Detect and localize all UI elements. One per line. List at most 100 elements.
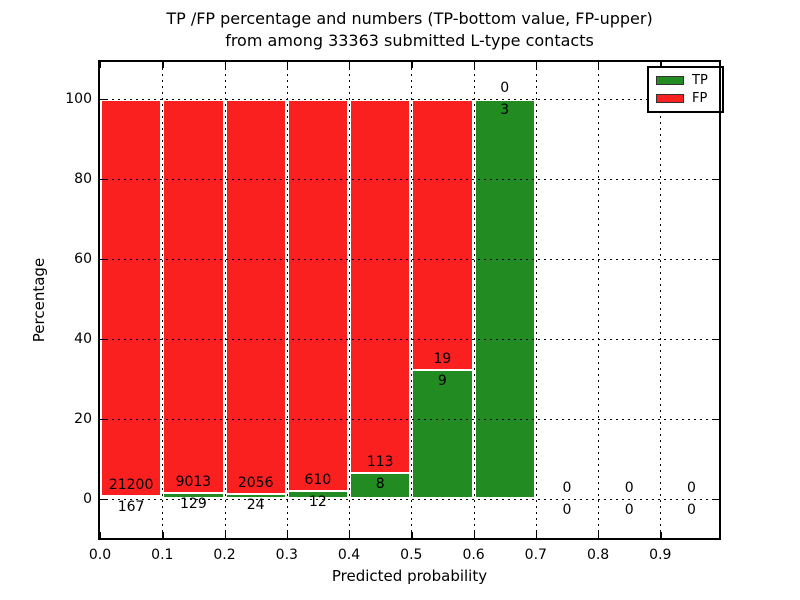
x-tick-label: 0.8 <box>586 547 610 563</box>
fp-count-label: 0 <box>687 480 696 496</box>
grid-line-horizontal <box>100 419 719 420</box>
x-tick-mark <box>224 62 226 68</box>
x-tick-label: 0.7 <box>524 547 547 563</box>
bar-segment-tp <box>162 493 225 499</box>
grid-line-vertical <box>224 62 226 538</box>
bar-segment-fp <box>162 99 225 494</box>
x-tick-label: 0.5 <box>400 547 423 563</box>
bar-edge <box>224 99 287 499</box>
x-tick-mark <box>286 62 289 68</box>
y-tick-mark <box>100 419 106 421</box>
bar-segment-tp <box>473 99 536 499</box>
y-tick-label: 0 <box>83 491 92 507</box>
bar-segment-fp <box>224 99 287 495</box>
grid-line-vertical <box>162 62 164 538</box>
fp-count-label: 113 <box>366 453 394 470</box>
y-tick-mark <box>100 339 106 341</box>
x-tick-mark <box>598 62 600 68</box>
x-tick-mark <box>598 532 600 538</box>
tp-count-label: 129 <box>180 496 207 513</box>
x-tick-mark <box>660 532 662 538</box>
bar-edge <box>349 99 412 499</box>
chart-title: TP /FP percentage and numbers (TP-bottom… <box>100 8 719 52</box>
bar-segment-divider <box>349 471 412 474</box>
grid-line-vertical <box>286 62 288 538</box>
legend-item: FP <box>656 92 722 105</box>
bar-segment-divider <box>286 490 350 493</box>
x-tick-label: 0.2 <box>213 547 236 563</box>
bar-segment-fp <box>100 99 163 496</box>
bar-segment-tp <box>349 472 412 499</box>
grid-line-horizontal <box>100 179 719 180</box>
bar-segment-fp <box>286 99 350 492</box>
x-axis-label: Predicted probability <box>331 567 488 585</box>
legend-item-label: FP <box>692 91 708 106</box>
y-tick-mark <box>100 499 106 501</box>
tp-count-label: 3 <box>500 102 510 118</box>
x-tick-mark <box>411 532 413 538</box>
fp-count-label: 610 <box>304 472 332 489</box>
tp-count-label: 0 <box>687 502 696 518</box>
x-tick-mark <box>286 532 289 538</box>
x-tick-mark <box>660 62 662 68</box>
legend-item: TP <box>656 74 722 87</box>
grid-line-vertical <box>473 62 475 538</box>
tp-count-label: 0 <box>624 502 634 518</box>
y-tick-label: 60 <box>74 251 92 267</box>
plot-area: TP FP 21200 167 9013 129 2056 24 610 12 113 8 19 9 0 3… <box>98 60 724 540</box>
tp-count-label: 0 <box>562 502 572 518</box>
tp-count-label: 12 <box>308 494 327 511</box>
fp-count-label: 2056 <box>237 475 274 492</box>
x-tick-mark <box>473 62 475 68</box>
y-axis-label: Percentage <box>30 257 48 343</box>
grid-line-horizontal <box>100 259 719 260</box>
y-tick-mark <box>713 419 719 421</box>
fp-count-label: 0 <box>500 80 510 96</box>
y-tick-label: 80 <box>74 171 92 187</box>
bar-segment-divider <box>411 369 474 372</box>
bar-segment-tp <box>411 370 474 499</box>
x-tick-mark <box>473 532 475 538</box>
x-tick-mark <box>224 532 226 538</box>
x-tick-mark <box>100 532 102 538</box>
y-tick-mark <box>713 259 719 261</box>
grid-line-horizontal <box>100 99 719 100</box>
x-tick-label: 0.3 <box>275 547 298 563</box>
y-tick-mark <box>713 179 719 181</box>
fp-count-label: 0 <box>624 480 634 496</box>
y-tick-label: 40 <box>74 331 92 347</box>
x-tick-mark <box>349 532 351 538</box>
bar-edge <box>473 99 536 499</box>
y-tick-label: 100 <box>65 91 92 107</box>
fp-count-label: 9013 <box>175 474 212 491</box>
y-tick-mark <box>713 499 719 501</box>
bar-segment-tp <box>286 491 350 499</box>
y-tick-mark <box>100 259 106 261</box>
y-tick-mark <box>713 339 719 341</box>
chart-title-line1: TP /FP percentage and numbers (TP-bottom… <box>166 9 653 28</box>
tp-count-label: 9 <box>437 373 447 390</box>
x-tick-mark <box>100 62 102 68</box>
fp-swatch-icon <box>656 94 684 103</box>
fp-count-label: 21200 <box>108 476 154 493</box>
tp-swatch-icon <box>656 76 684 85</box>
fp-count-label: 19 <box>433 351 452 368</box>
y-tick-label: 20 <box>74 411 92 427</box>
y-tick-mark <box>100 99 106 101</box>
bar-edge <box>286 99 350 499</box>
x-tick-label: 0.6 <box>462 547 485 563</box>
x-tick-mark <box>535 532 538 538</box>
x-tick-mark <box>162 532 164 538</box>
x-tick-label: 0.0 <box>88 547 112 563</box>
tp-count-label: 24 <box>246 497 265 514</box>
bar-segment-fp <box>411 99 474 371</box>
legend-box: TP FP <box>647 66 724 113</box>
grid-line-vertical <box>535 62 537 538</box>
x-tick-label: 0.9 <box>649 547 672 563</box>
bar-edge <box>411 99 474 499</box>
bar-edge <box>162 99 225 499</box>
grid-line-vertical <box>598 62 600 538</box>
x-tick-mark <box>162 62 164 68</box>
fp-count-label: 0 <box>562 480 572 496</box>
bar-segment-tp <box>224 494 287 499</box>
